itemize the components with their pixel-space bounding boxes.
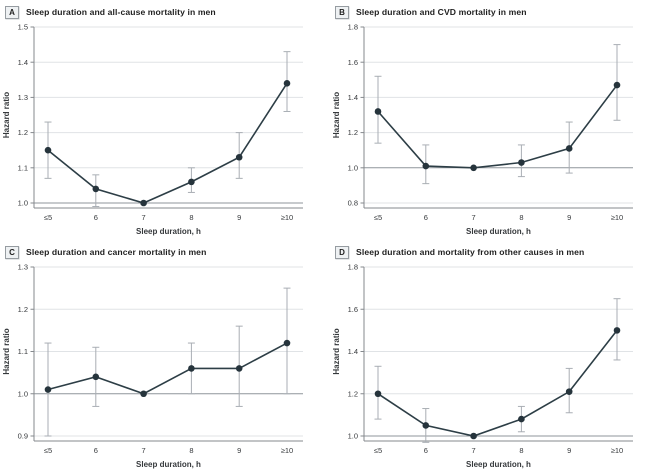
svg-text:1.0: 1.0 bbox=[348, 432, 358, 441]
panel-d: D Sleep duration and mortality from othe… bbox=[330, 240, 660, 473]
svg-text:9: 9 bbox=[237, 446, 241, 455]
svg-text:Hazard ratio: Hazard ratio bbox=[2, 92, 11, 138]
panel-c-plot: 0.9 1.0 1.1 1.2 1.3 ≤5 6 7 8 9 ≥10 Sleep duration, … bbox=[2, 263, 303, 469]
panel-a-chart-canvas: 1.0 1.1 1.2 1.3 1.4 1.5 ≤5 6 7 8 9 ≥10 Sleep duratio… bbox=[0, 21, 330, 240]
panel-a-plot: 1.0 1.1 1.2 1.3 1.4 1.5 ≤5 6 7 8 9 ≥10 Sleep duratio… bbox=[2, 23, 303, 236]
svg-text:≤5: ≤5 bbox=[44, 213, 52, 222]
svg-text:9: 9 bbox=[567, 213, 571, 222]
svg-text:Hazard ratio: Hazard ratio bbox=[2, 328, 11, 374]
svg-text:1.5: 1.5 bbox=[18, 23, 28, 32]
panel-a: A Sleep duration and all-cause mortality… bbox=[0, 0, 330, 240]
panel-d-header: D Sleep duration and mortality from othe… bbox=[330, 240, 660, 261]
panel-d-plot: 1.0 1.2 1.4 1.6 1.8 ≤5 6 7 8 9 ≥10 Sleep duration, … bbox=[332, 263, 633, 469]
panel-c-chart-canvas: 0.9 1.0 1.1 1.2 1.3 ≤5 6 7 8 9 ≥10 Sleep duration, … bbox=[0, 261, 330, 473]
svg-text:Sleep duration, h: Sleep duration, h bbox=[466, 460, 531, 469]
svg-text:≥10: ≥10 bbox=[281, 213, 293, 222]
panel-c-title: Sleep duration and cancer mortality in m… bbox=[26, 247, 207, 257]
svg-text:9: 9 bbox=[237, 213, 241, 222]
panel-b-chart-canvas: 0.8 1.0 1.2 1.4 1.6 1.8 ≤5 6 7 8 9 ≥10 Sleep duratio… bbox=[330, 21, 660, 240]
svg-text:Sleep duration, h: Sleep duration, h bbox=[136, 460, 201, 469]
panel-a-letter-badge: A bbox=[5, 5, 19, 19]
svg-text:8: 8 bbox=[519, 446, 523, 455]
svg-text:8: 8 bbox=[189, 446, 193, 455]
svg-text:8: 8 bbox=[519, 213, 523, 222]
svg-text:1.6: 1.6 bbox=[348, 58, 358, 67]
svg-text:≥10: ≥10 bbox=[611, 213, 623, 222]
svg-text:7: 7 bbox=[142, 213, 146, 222]
panel-c-header: C Sleep duration and cancer mortality in… bbox=[0, 240, 330, 261]
svg-text:Sleep duration, h: Sleep duration, h bbox=[136, 227, 201, 236]
panel-a-header: A Sleep duration and all-cause mortality… bbox=[0, 0, 330, 21]
svg-text:7: 7 bbox=[472, 446, 476, 455]
svg-text:≤5: ≤5 bbox=[44, 446, 52, 455]
panel-d-title: Sleep duration and mortality from other … bbox=[356, 247, 585, 257]
svg-text:1.1: 1.1 bbox=[18, 347, 28, 356]
svg-text:1.4: 1.4 bbox=[348, 347, 358, 356]
svg-text:1.0: 1.0 bbox=[18, 199, 28, 208]
panel-a-title: Sleep duration and all-cause mortality i… bbox=[26, 7, 216, 17]
svg-text:1.1: 1.1 bbox=[18, 163, 28, 172]
svg-text:1.8: 1.8 bbox=[348, 263, 358, 272]
svg-text:1.2: 1.2 bbox=[348, 389, 358, 398]
svg-text:6: 6 bbox=[94, 213, 98, 222]
panel-b-header: B Sleep duration and CVD mortality in me… bbox=[330, 0, 660, 21]
svg-text:1.0: 1.0 bbox=[18, 389, 28, 398]
svg-text:6: 6 bbox=[424, 446, 428, 455]
panel-c-letter-badge: C bbox=[5, 245, 19, 259]
svg-text:7: 7 bbox=[142, 446, 146, 455]
svg-text:1.3: 1.3 bbox=[18, 93, 28, 102]
svg-text:9: 9 bbox=[567, 446, 571, 455]
panel-b-letter-badge: B bbox=[335, 5, 349, 19]
svg-text:Hazard ratio: Hazard ratio bbox=[332, 92, 341, 138]
svg-text:1.3: 1.3 bbox=[18, 263, 28, 272]
svg-text:≤5: ≤5 bbox=[374, 446, 382, 455]
panel-c: C Sleep duration and cancer mortality in… bbox=[0, 240, 330, 473]
svg-text:6: 6 bbox=[424, 213, 428, 222]
panel-d-chart-canvas: 1.0 1.2 1.4 1.6 1.8 ≤5 6 7 8 9 ≥10 Sleep duration, … bbox=[330, 261, 660, 473]
svg-text:Sleep duration, h: Sleep duration, h bbox=[466, 227, 531, 236]
panel-b-plot: 0.8 1.0 1.2 1.4 1.6 1.8 ≤5 6 7 8 9 ≥10 Sleep duratio… bbox=[332, 23, 633, 236]
svg-text:0.8: 0.8 bbox=[348, 199, 358, 208]
svg-text:0.9: 0.9 bbox=[18, 432, 28, 441]
svg-text:1.4: 1.4 bbox=[18, 58, 28, 67]
panel-b: B Sleep duration and CVD mortality in me… bbox=[330, 0, 660, 240]
svg-text:6: 6 bbox=[94, 446, 98, 455]
svg-text:1.2: 1.2 bbox=[18, 305, 28, 314]
svg-text:1.4: 1.4 bbox=[348, 93, 358, 102]
panel-d-letter-badge: D bbox=[335, 245, 349, 259]
svg-text:7: 7 bbox=[472, 213, 476, 222]
svg-text:1.0: 1.0 bbox=[348, 163, 358, 172]
svg-text:≤5: ≤5 bbox=[374, 213, 382, 222]
svg-text:≥10: ≥10 bbox=[611, 446, 623, 455]
svg-text:1.2: 1.2 bbox=[348, 128, 358, 137]
svg-text:8: 8 bbox=[189, 213, 193, 222]
svg-text:≥10: ≥10 bbox=[281, 446, 293, 455]
svg-text:1.6: 1.6 bbox=[348, 305, 358, 314]
svg-text:1.2: 1.2 bbox=[18, 128, 28, 137]
panel-b-title: Sleep duration and CVD mortality in men bbox=[356, 7, 527, 17]
svg-text:Hazard ratio: Hazard ratio bbox=[332, 328, 341, 374]
svg-text:1.8: 1.8 bbox=[348, 23, 358, 32]
